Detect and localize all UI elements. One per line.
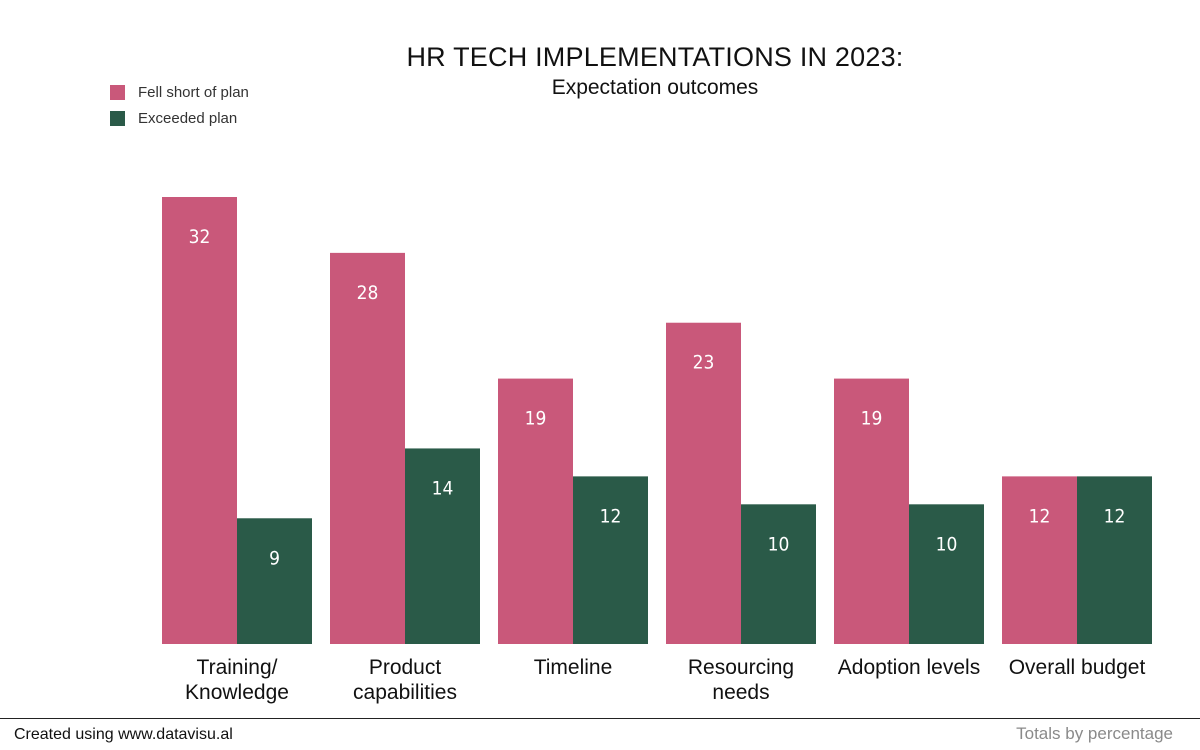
footer-divider [0, 718, 1200, 719]
bar-exceeded-5 [1077, 476, 1152, 644]
category-label-2: Timeline [534, 656, 613, 679]
legend-item-exceeded: Exceeded plan [110, 105, 249, 131]
data-label-fell-short-0: 32 [189, 226, 211, 248]
category-label-0: Training/Knowledge [185, 656, 289, 704]
data-label-exceeded-0: 9 [269, 547, 280, 569]
data-label-exceeded-4: 10 [936, 533, 958, 555]
legend-item-fell-short: Fell short of plan [110, 79, 249, 105]
footer-credit: Created using www.datavisu.al [14, 726, 233, 743]
footer-note: Totals by percentage [1016, 724, 1173, 743]
bar-fell-short-2 [498, 378, 573, 644]
category-label-4: Adoption levels [838, 656, 980, 679]
data-label-exceeded-3: 10 [768, 533, 790, 555]
legend: Fell short of plan Exceeded plan [110, 79, 249, 131]
data-label-fell-short-4: 19 [861, 408, 883, 430]
bar-fell-short-0 [162, 197, 237, 644]
chart-title: HR TECH IMPLEMENTATIONS IN 2023: [406, 42, 904, 72]
chart-subtitle: Expectation outcomes [551, 76, 759, 99]
legend-label-fell-short: Fell short of plan [138, 83, 249, 101]
data-label-exceeded-5: 12 [1104, 505, 1126, 527]
data-label-exceeded-1: 14 [432, 477, 454, 499]
bar-exceeded-4 [909, 504, 984, 644]
data-label-exceeded-2: 12 [600, 505, 622, 527]
data-label-fell-short-3: 23 [693, 352, 715, 374]
legend-swatch-exceeded [110, 110, 125, 126]
bar-fell-short-1 [330, 252, 405, 644]
bar-chart: 32 9 Training/Knowledge 28 14 Product capabili… [162, 197, 1152, 704]
category-label-5: Overall budget [1009, 656, 1146, 679]
legend-swatch-fell-short [110, 84, 125, 100]
bar-exceeded-2 [573, 476, 648, 644]
bar-exceeded-3 [741, 504, 816, 644]
category-label-1: Product capabilities [353, 656, 457, 704]
data-label-fell-short-5: 12 [1029, 505, 1051, 527]
data-label-fell-short-2: 19 [525, 408, 547, 430]
bar-exceeded-0 [237, 518, 312, 644]
data-label-fell-short-1: 28 [357, 282, 379, 304]
bar-fell-short-3 [666, 322, 741, 644]
bar-fell-short-5 [1002, 476, 1077, 644]
bar-fell-short-4 [834, 378, 909, 644]
category-label-3: Resourcing needs [688, 656, 794, 704]
legend-label-exceeded: Exceeded plan [138, 109, 238, 127]
bar-exceeded-1 [405, 448, 480, 644]
